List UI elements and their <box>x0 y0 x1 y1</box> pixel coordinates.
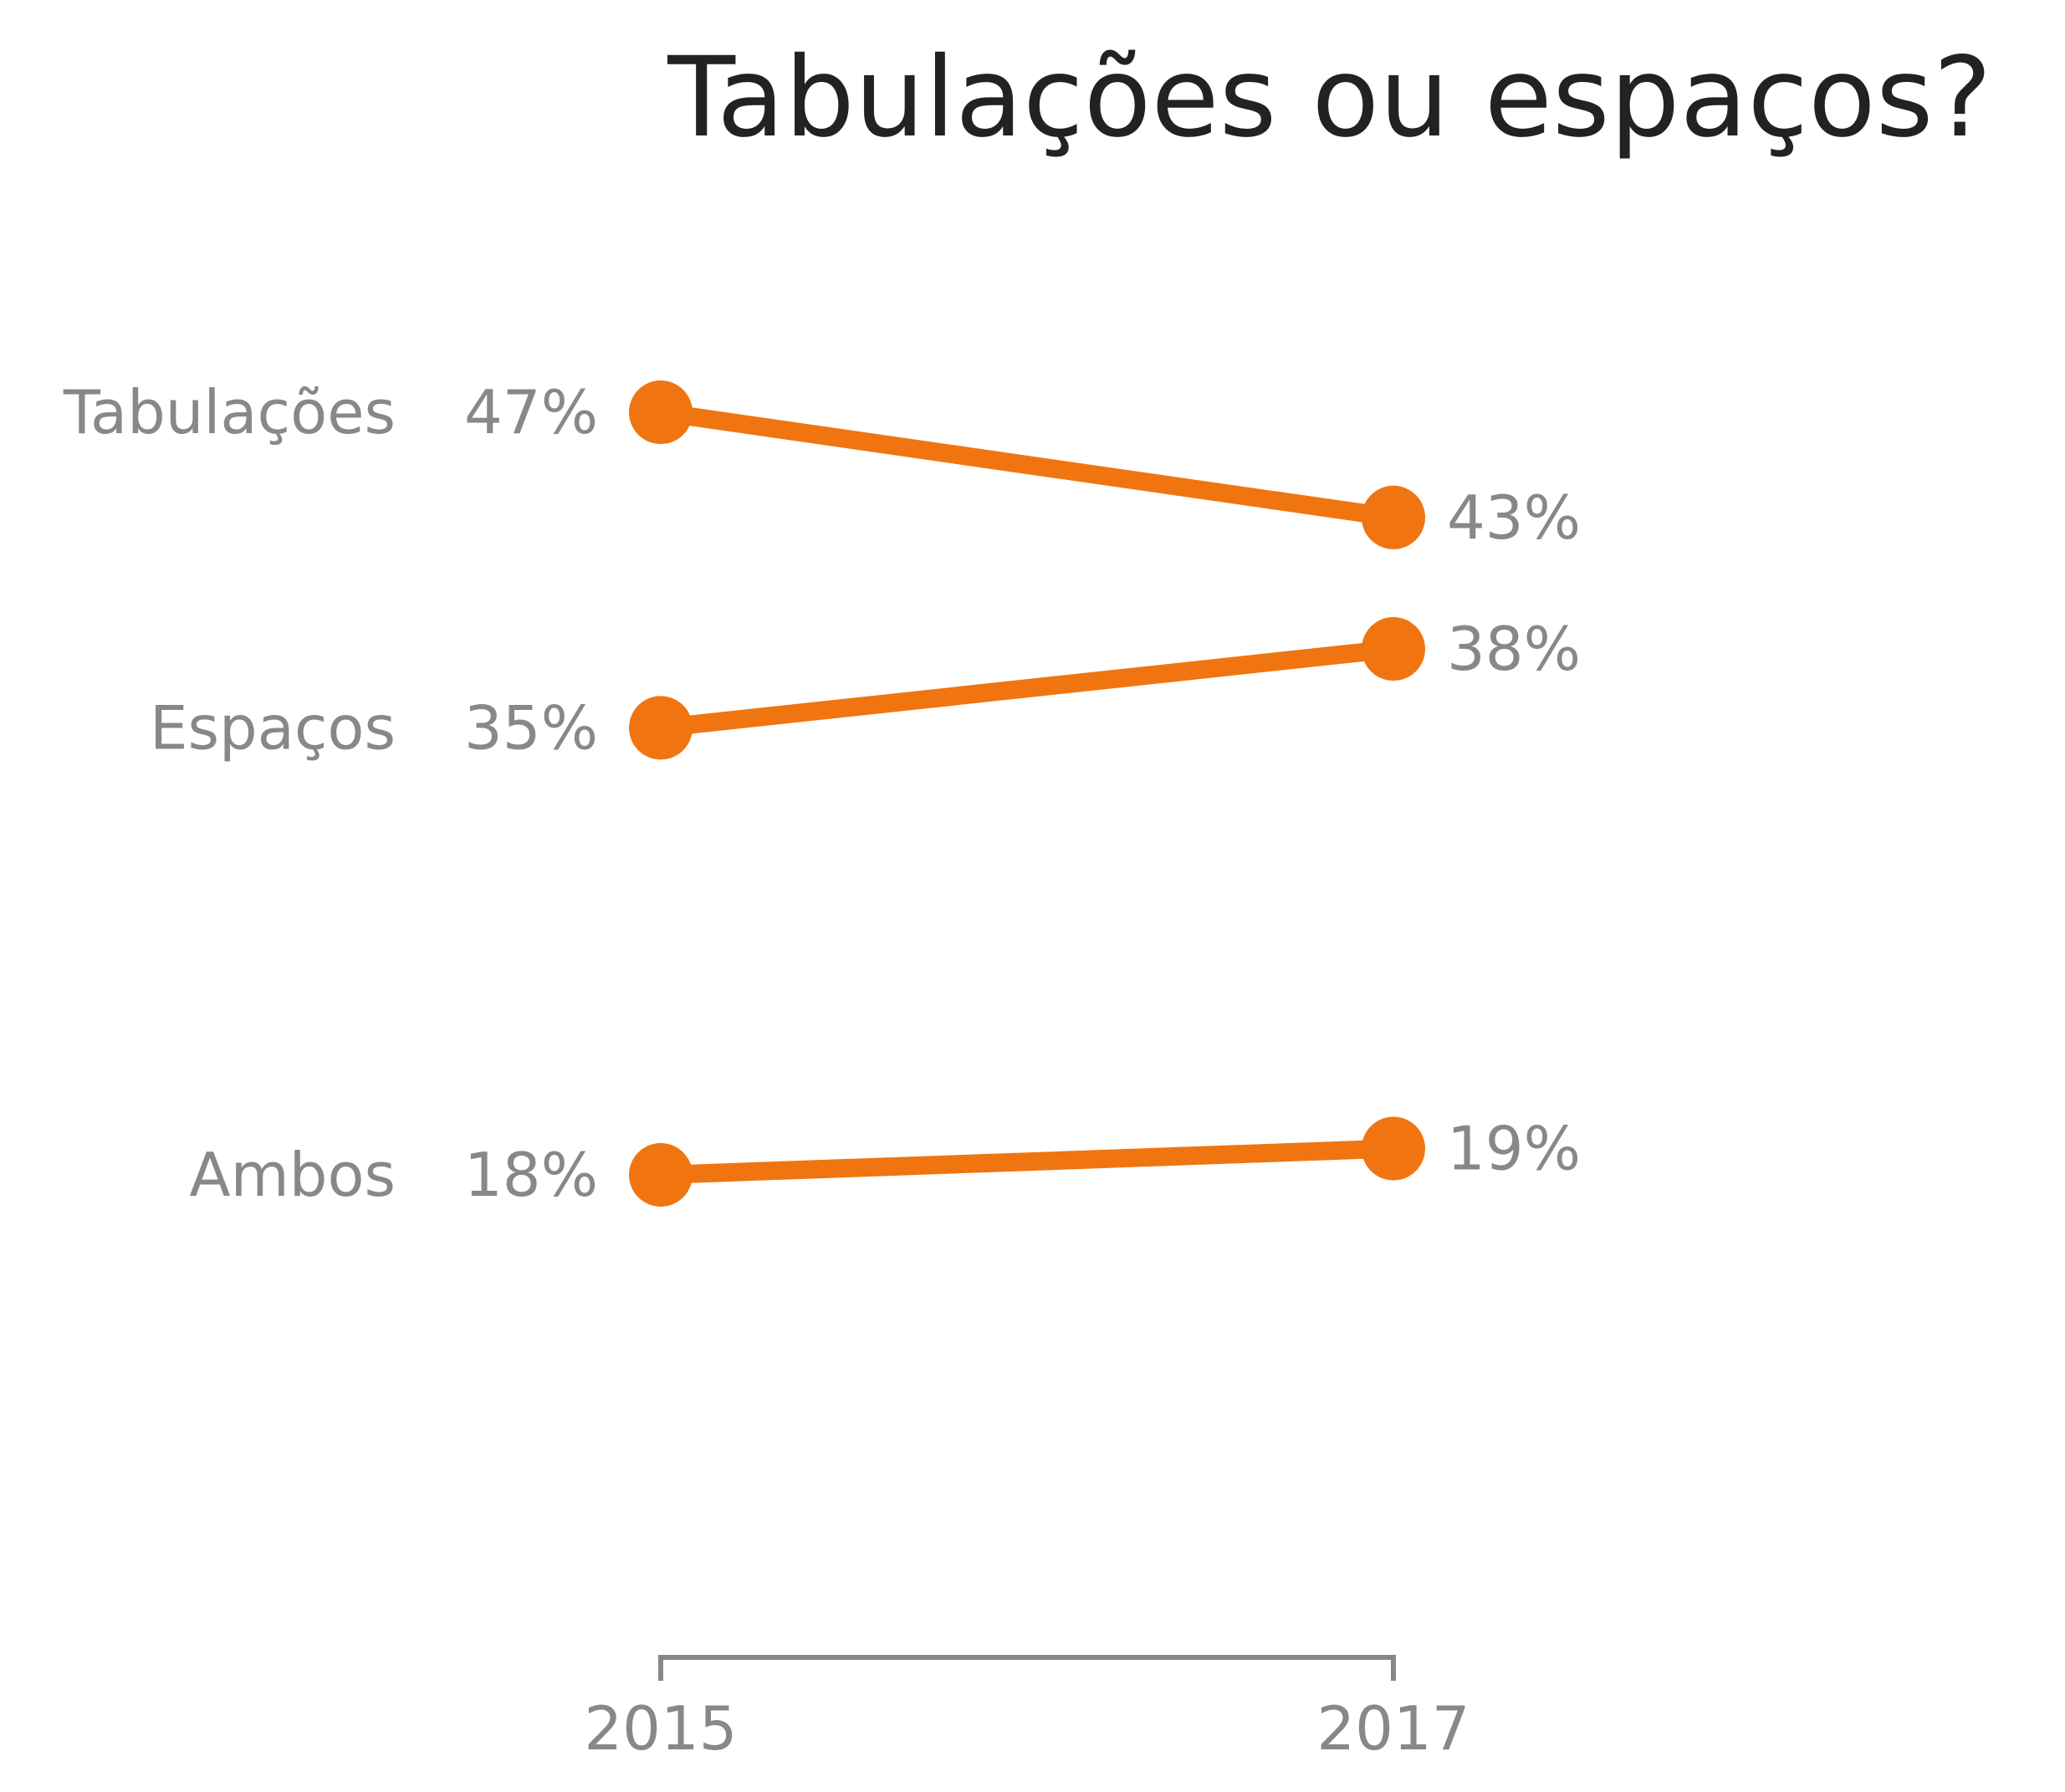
x-axis-line <box>658 1655 1396 1681</box>
series-tabulacoes: Tabulações 47% 43% <box>63 377 1581 553</box>
series-espacos: Espaços 35% 38% <box>150 614 1581 763</box>
value-label-ambos-2017: 19% <box>1447 1114 1581 1184</box>
point-ambos-2017 <box>1362 1116 1425 1181</box>
category-label-ambos: Ambos <box>189 1140 396 1210</box>
category-label-tabulacoes: Tabulações <box>63 377 396 447</box>
point-tabulacoes-2015 <box>629 380 693 445</box>
x-tick-label-2015: 2015 <box>584 1693 737 1764</box>
value-label-espacos-2017: 38% <box>1447 614 1581 684</box>
x-tick-label-2017: 2017 <box>1316 1693 1470 1764</box>
value-label-espacos-2015: 35% <box>464 692 598 763</box>
point-espacos-2017 <box>1362 617 1425 682</box>
series-line-ambos <box>660 1139 1394 1184</box>
value-label-ambos-2015: 18% <box>464 1140 598 1210</box>
series-line-espacos <box>659 640 1395 738</box>
point-ambos-2015 <box>629 1142 693 1207</box>
series-layer: Tabulações 47% 43% Espaços 35% 38% Ambos 18% 19% <box>63 377 1581 1210</box>
value-label-tabulacoes-2015: 47% <box>464 377 598 447</box>
point-espacos-2015 <box>629 696 693 760</box>
x-axis: 2015 2017 <box>584 1655 1470 1764</box>
series-ambos: Ambos 18% 19% <box>189 1114 1581 1210</box>
category-label-espacos: Espaços <box>150 692 396 763</box>
chart-title: Tabulações ou espaços? <box>667 33 1991 162</box>
point-tabulacoes-2017 <box>1362 485 1425 549</box>
series-line-tabulacoes <box>659 403 1395 527</box>
value-label-tabulacoes-2017: 43% <box>1447 482 1581 553</box>
